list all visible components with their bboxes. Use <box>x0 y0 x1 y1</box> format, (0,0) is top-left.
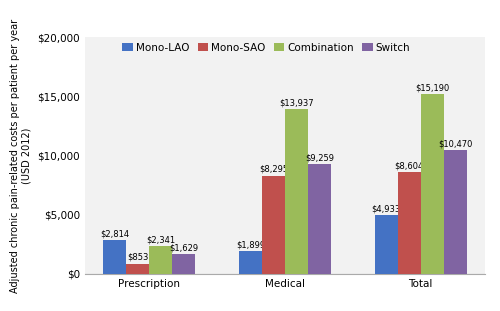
Text: $1,899: $1,899 <box>236 240 265 249</box>
Bar <box>103 240 126 274</box>
Text: $2,814: $2,814 <box>100 230 130 239</box>
Y-axis label: Adjusted chronic pain-related costs per patient per year
(USD 2012): Adjusted chronic pain-related costs per … <box>10 18 32 293</box>
Bar <box>172 254 196 274</box>
Bar <box>262 176 285 274</box>
Text: $853: $853 <box>127 253 148 262</box>
Bar <box>308 164 331 274</box>
Bar <box>150 246 172 274</box>
Bar <box>126 264 150 274</box>
Text: $9,259: $9,259 <box>305 154 334 162</box>
Text: $1,629: $1,629 <box>170 244 198 253</box>
Bar <box>420 94 444 274</box>
Text: $2,341: $2,341 <box>146 235 176 244</box>
Bar <box>239 251 262 274</box>
Text: $10,470: $10,470 <box>438 139 472 148</box>
Text: $8,295: $8,295 <box>259 165 288 174</box>
Bar <box>285 109 308 274</box>
Text: $15,190: $15,190 <box>415 83 450 92</box>
Text: $13,937: $13,937 <box>279 98 314 107</box>
Text: $4,933: $4,933 <box>372 205 400 214</box>
Bar <box>444 150 467 274</box>
Bar <box>398 172 420 274</box>
Legend: Mono-LAO, Mono-SAO, Combination, Switch: Mono-LAO, Mono-SAO, Combination, Switch <box>122 43 410 53</box>
Bar <box>374 216 398 274</box>
Text: $8,604: $8,604 <box>394 161 424 170</box>
